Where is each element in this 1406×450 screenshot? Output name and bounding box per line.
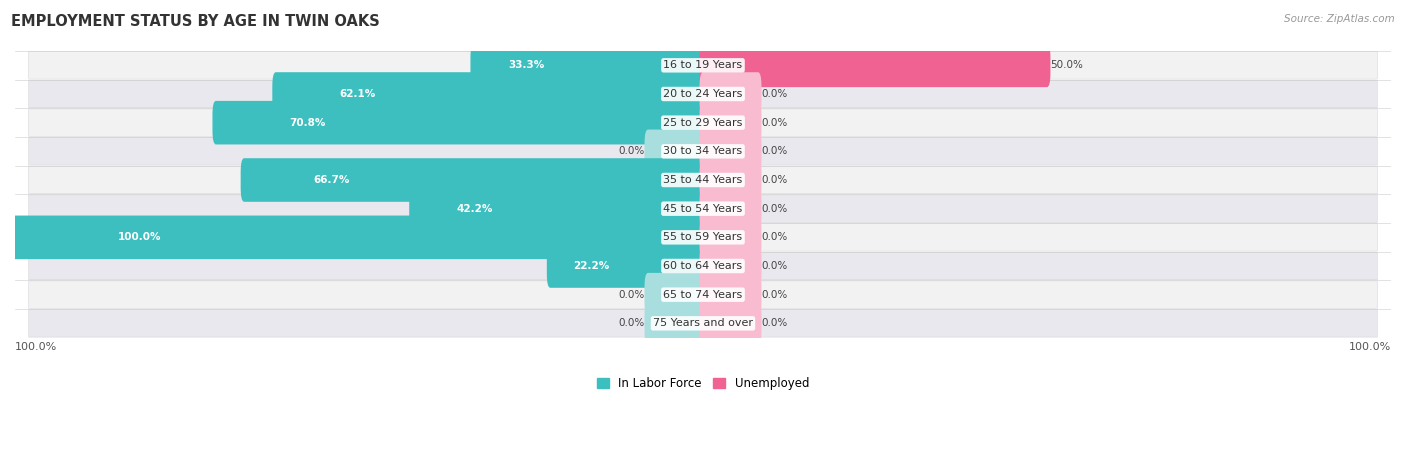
FancyBboxPatch shape xyxy=(240,158,706,202)
Text: 35 to 44 Years: 35 to 44 Years xyxy=(664,175,742,185)
Text: 65 to 74 Years: 65 to 74 Years xyxy=(664,290,742,300)
FancyBboxPatch shape xyxy=(700,187,762,230)
Text: 50.0%: 50.0% xyxy=(1050,60,1083,70)
Text: 0.0%: 0.0% xyxy=(762,232,787,243)
FancyBboxPatch shape xyxy=(471,44,706,87)
FancyBboxPatch shape xyxy=(28,310,1378,337)
FancyBboxPatch shape xyxy=(11,216,706,259)
Text: 62.1%: 62.1% xyxy=(340,89,375,99)
Text: 16 to 19 Years: 16 to 19 Years xyxy=(664,60,742,70)
Text: 0.0%: 0.0% xyxy=(762,318,787,328)
FancyBboxPatch shape xyxy=(28,166,1378,194)
Text: 22.2%: 22.2% xyxy=(574,261,609,271)
FancyBboxPatch shape xyxy=(644,130,706,173)
FancyBboxPatch shape xyxy=(28,52,1378,79)
FancyBboxPatch shape xyxy=(700,273,762,316)
FancyBboxPatch shape xyxy=(644,302,706,345)
Text: 25 to 29 Years: 25 to 29 Years xyxy=(664,117,742,128)
FancyBboxPatch shape xyxy=(273,72,706,116)
Text: EMPLOYMENT STATUS BY AGE IN TWIN OAKS: EMPLOYMENT STATUS BY AGE IN TWIN OAKS xyxy=(11,14,380,28)
FancyBboxPatch shape xyxy=(700,101,762,144)
FancyBboxPatch shape xyxy=(28,281,1378,308)
FancyBboxPatch shape xyxy=(28,195,1378,222)
FancyBboxPatch shape xyxy=(700,216,762,259)
Text: 0.0%: 0.0% xyxy=(762,261,787,271)
Text: 0.0%: 0.0% xyxy=(619,318,644,328)
Text: 100.0%: 100.0% xyxy=(15,342,58,352)
Legend: In Labor Force, Unemployed: In Labor Force, Unemployed xyxy=(592,373,814,395)
Text: 66.7%: 66.7% xyxy=(314,175,349,185)
Text: 45 to 54 Years: 45 to 54 Years xyxy=(664,204,742,214)
FancyBboxPatch shape xyxy=(28,80,1378,108)
FancyBboxPatch shape xyxy=(700,302,762,345)
Text: 100.0%: 100.0% xyxy=(1348,342,1391,352)
FancyBboxPatch shape xyxy=(28,138,1378,165)
FancyBboxPatch shape xyxy=(409,187,706,230)
Text: 20 to 24 Years: 20 to 24 Years xyxy=(664,89,742,99)
FancyBboxPatch shape xyxy=(700,72,762,116)
FancyBboxPatch shape xyxy=(700,130,762,173)
Text: 0.0%: 0.0% xyxy=(762,290,787,300)
Text: 75 Years and over: 75 Years and over xyxy=(652,318,754,328)
Text: 60 to 64 Years: 60 to 64 Years xyxy=(664,261,742,271)
Text: 0.0%: 0.0% xyxy=(762,117,787,128)
Text: 0.0%: 0.0% xyxy=(762,175,787,185)
FancyBboxPatch shape xyxy=(700,244,762,288)
FancyBboxPatch shape xyxy=(28,252,1378,280)
Text: 0.0%: 0.0% xyxy=(619,146,644,156)
Text: 0.0%: 0.0% xyxy=(619,290,644,300)
FancyBboxPatch shape xyxy=(212,101,706,144)
Text: 0.0%: 0.0% xyxy=(762,204,787,214)
Text: 55 to 59 Years: 55 to 59 Years xyxy=(664,232,742,243)
FancyBboxPatch shape xyxy=(700,44,1050,87)
FancyBboxPatch shape xyxy=(547,244,706,288)
Text: 42.2%: 42.2% xyxy=(456,204,492,214)
FancyBboxPatch shape xyxy=(644,273,706,316)
Text: Source: ZipAtlas.com: Source: ZipAtlas.com xyxy=(1284,14,1395,23)
Text: 30 to 34 Years: 30 to 34 Years xyxy=(664,146,742,156)
FancyBboxPatch shape xyxy=(28,224,1378,251)
FancyBboxPatch shape xyxy=(700,158,762,202)
Text: 70.8%: 70.8% xyxy=(290,117,325,128)
Text: 0.0%: 0.0% xyxy=(762,89,787,99)
Text: 0.0%: 0.0% xyxy=(762,146,787,156)
Text: 100.0%: 100.0% xyxy=(118,232,162,243)
Text: 33.3%: 33.3% xyxy=(508,60,544,70)
FancyBboxPatch shape xyxy=(28,109,1378,136)
